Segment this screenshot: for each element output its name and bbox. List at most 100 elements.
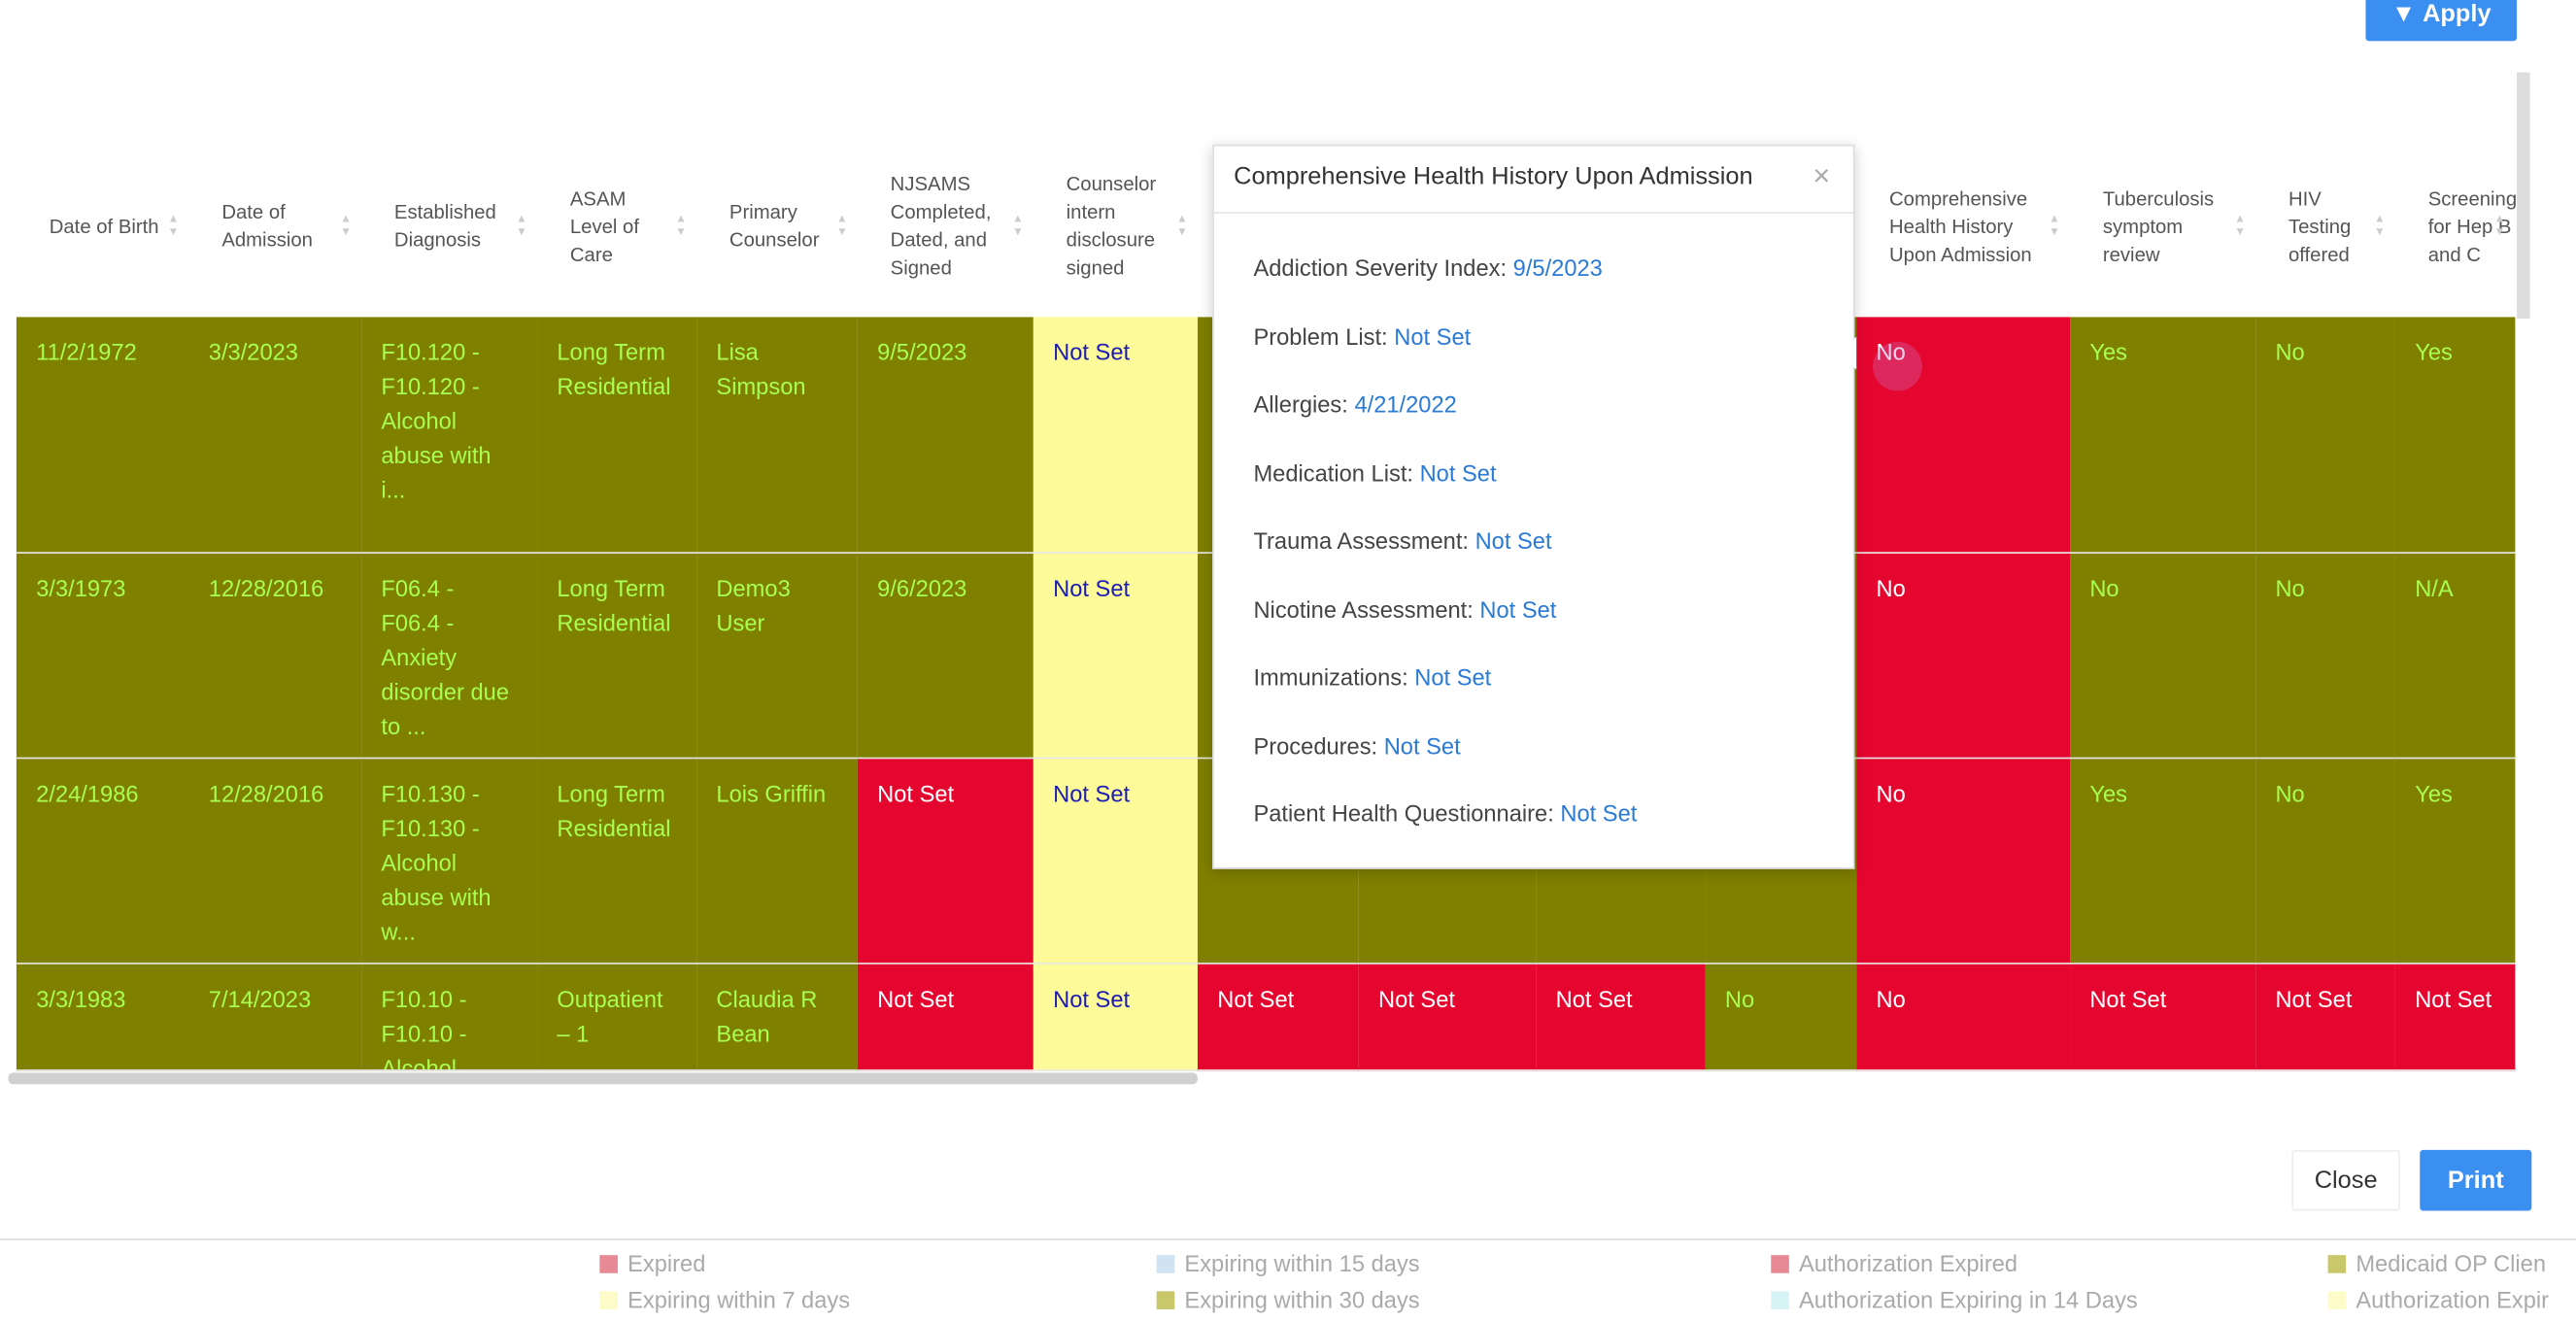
table-cell: 12/28/2016 <box>188 759 362 965</box>
legend-swatch <box>599 1290 618 1309</box>
table-cell: Not Set <box>1033 759 1198 965</box>
table-cell: Not Set <box>2394 964 2516 1071</box>
item-value[interactable]: Not Set <box>1560 799 1638 827</box>
column-header: Counselor intern disclosure signed <box>1034 164 1198 289</box>
item-label: Problem List: <box>1253 322 1388 350</box>
table-cell: No <box>1856 553 2071 760</box>
table-cell: No <box>1705 964 1857 1071</box>
item-label: Allergies: <box>1253 390 1348 418</box>
item-value[interactable]: 9/5/2023 <box>1512 254 1603 282</box>
table-cell: Long Term Residential <box>537 553 697 760</box>
item-value[interactable]: Not Set <box>1383 731 1461 759</box>
item-label: Procedures: <box>1253 731 1378 759</box>
legend-item: Expiring within 15 days <box>1156 1248 1420 1277</box>
item-label: Trauma Assessment: <box>1253 526 1469 554</box>
table-cell: Lois Griffin <box>696 759 858 965</box>
column-header: Primary Counselor <box>696 164 858 289</box>
table-cell: Not Set <box>1197 964 1359 1071</box>
popover-item: Patient Health Questionnaire: Not Set <box>1253 800 1637 827</box>
legend-item: Expiring within 7 days <box>599 1285 850 1314</box>
table-cell: 9/6/2023 <box>857 553 1034 760</box>
table-cell: Lisa Simpson <box>696 317 858 554</box>
column-header: Established Diagnosis <box>361 164 537 289</box>
table-cell: Not Set <box>1033 553 1198 760</box>
table-cell: Not Set <box>2255 964 2395 1071</box>
table-cell: Demo3 User <box>696 553 858 760</box>
table-cell: 7/14/2023 <box>188 964 362 1071</box>
popover-arrow <box>1840 336 1857 370</box>
column-header: NJSAMS Completed, Dated, and Signed <box>858 164 1034 289</box>
popover-item: Allergies: 4/21/2022 <box>1253 391 1456 418</box>
table-cell: 3/3/1973 <box>16 553 189 760</box>
legend-item: Authorization Expiring in 14 Days <box>1771 1285 2138 1314</box>
item-value[interactable]: Not Set <box>1474 526 1552 554</box>
legend-label: Authorization Expired <box>1798 1250 2018 1277</box>
table-cell: Long Term Residential <box>537 759 697 965</box>
column-header: Screening for Hep B and C <box>2395 164 2517 289</box>
vertical-scrollbar[interactable] <box>2517 72 2530 320</box>
popover-item: Trauma Assessment: Not Set <box>1253 527 1551 554</box>
popover-item: Addiction Severity Index: 9/5/2023 <box>1253 254 1602 281</box>
modal-edge <box>0 1238 2576 1240</box>
item-value[interactable]: Not Set <box>1414 663 1492 691</box>
table-cell: F10.130 - F10.130 - Alcohol abuse with w… <box>361 759 538 965</box>
popover-close[interactable]: × <box>1813 159 1831 192</box>
table-cell: 12/28/2016 <box>188 553 362 760</box>
print-button[interactable]: Print <box>2420 1149 2532 1211</box>
table-cell: No <box>2255 759 2395 965</box>
table-cell: 9/5/2023 <box>857 317 1034 554</box>
table-cell: Not Set <box>1033 964 1198 1071</box>
item-value[interactable]: 4/21/2022 <box>1354 390 1457 418</box>
table-cell: Yes <box>2394 759 2516 965</box>
table-cell: Not Set <box>1536 964 1706 1071</box>
horizontal-scrollbar[interactable] <box>8 1072 1198 1085</box>
legend-item: Expiring within 30 days <box>1156 1285 1420 1314</box>
popover-title: Comprehensive Health History Upon Admiss… <box>1234 162 1753 191</box>
column-header: Date of Birth <box>17 164 189 289</box>
legend-label: Expiring within 15 days <box>1184 1250 1420 1277</box>
legend-item: Authorization Expir <box>2327 1285 2550 1314</box>
table-cell: 3/3/1983 <box>16 964 189 1071</box>
item-label: Medication List: <box>1253 458 1413 486</box>
table-cell: Not Set <box>2070 964 2256 1071</box>
popover-item: Procedures: Not Set <box>1253 731 1460 758</box>
apply-label: Apply <box>2423 0 2491 28</box>
table-cell: Yes <box>2394 317 2516 554</box>
table-cell: Claudia R Bean <box>696 964 858 1071</box>
legend-item: Expired <box>599 1248 705 1277</box>
table-cell: Yes <box>2070 759 2256 965</box>
table-cell: F06.4 - F06.4 - Anxiety disorder due to … <box>361 553 538 760</box>
table-cell: F10.10 - F10.10 - Alcohol <box>361 964 538 1071</box>
legend-swatch <box>2327 1290 2347 1309</box>
cursor-highlight <box>1873 341 1922 391</box>
legend-label: Authorization Expir <box>2356 1286 2550 1313</box>
column-header: Tuberculosis symptom review <box>2070 164 2255 289</box>
apply-button[interactable]: ▼ Apply <box>2365 0 2518 42</box>
item-value[interactable]: Not Set <box>1479 595 1557 623</box>
table-cell: No <box>2255 553 2395 760</box>
close-button[interactable]: Close <box>2291 1149 2400 1211</box>
table-cell: Long Term Residential <box>537 317 697 554</box>
table-cell: Not Set <box>1033 317 1198 554</box>
column-header: Date of Admission <box>188 164 361 289</box>
table-cell: Not Set <box>857 759 1034 965</box>
legend-label: Medicaid OP Clien <box>2356 1250 2546 1277</box>
table-cell: 11/2/1972 <box>16 317 189 554</box>
table-cell: F10.120 - F10.120 - Alcohol abuse with i… <box>361 317 538 554</box>
legend-label: Expired <box>627 1250 706 1277</box>
table-cell: No <box>2070 553 2256 760</box>
column-header: ASAM Level of Care <box>537 164 696 289</box>
item-value[interactable]: Not Set <box>1419 458 1497 486</box>
legend-swatch <box>2327 1254 2347 1272</box>
health-history-popover: Comprehensive Health History Upon Admiss… <box>1212 144 1855 869</box>
table-cell: No <box>1856 964 2071 1071</box>
table-cell: N/A <box>2394 553 2516 760</box>
item-label: Patient Health Questionnaire: <box>1253 799 1554 827</box>
item-value[interactable]: Not Set <box>1394 322 1472 350</box>
legend-label: Expiring within 7 days <box>627 1286 851 1313</box>
legend-swatch <box>1771 1290 1789 1309</box>
popover-item: Immunizations: Not Set <box>1253 663 1491 690</box>
table-cell: No <box>2255 317 2395 554</box>
